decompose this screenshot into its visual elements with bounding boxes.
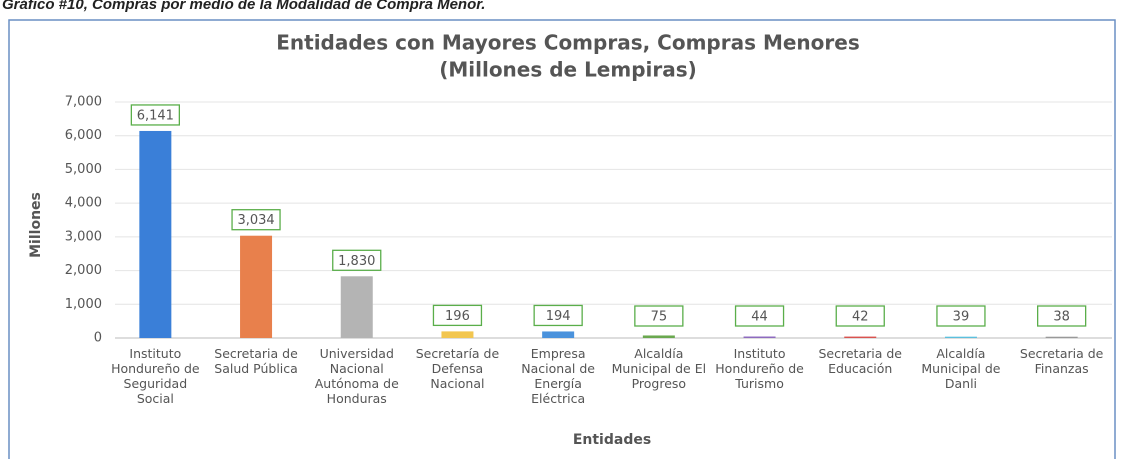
y-tick-label: 7,000 <box>65 95 102 110</box>
value-label-box <box>835 305 885 327</box>
value-label: 196 <box>445 309 470 324</box>
chart-subtitle: (Millones de Lempiras) <box>439 58 697 82</box>
value-label: 38 <box>1053 310 1070 325</box>
value-label-box <box>231 209 281 231</box>
value-label-box <box>734 305 785 327</box>
y-tick-label: 4,000 <box>65 196 102 211</box>
value-label: 6,141 <box>137 108 174 123</box>
bar <box>542 331 575 338</box>
y-tick-label: 5,000 <box>65 162 102 177</box>
x-tick-label: Secretaría de Defensa Nacional <box>415 346 500 391</box>
x-tick-label: Instituto Hondureño de Seguridad Social <box>111 346 200 406</box>
value-label: 44 <box>751 310 768 325</box>
value-label-box <box>1037 305 1087 327</box>
x-tick-label: Universidad Nacional Autónoma de Hondura… <box>314 346 399 406</box>
frame <box>8 19 1116 459</box>
value-label-box <box>130 104 181 126</box>
x-tick-label: Instituto Hondureño de Turismo <box>715 346 804 391</box>
value-label: 3,034 <box>237 213 274 228</box>
x-tick-label: Alcaldía Municipal de Danli <box>921 346 1001 391</box>
y-tick-label: 3,000 <box>65 229 102 244</box>
bar <box>743 336 776 338</box>
value-label-box <box>936 305 986 327</box>
y-tick-label: 6,000 <box>65 128 102 143</box>
value-label-box <box>634 305 684 327</box>
x-tick-label: Secretaria de Salud Pública <box>214 346 298 376</box>
value-label-box <box>533 304 583 327</box>
bar <box>844 336 877 338</box>
y-tick-label: 1,000 <box>65 297 102 312</box>
bar <box>1045 336 1078 338</box>
bar <box>240 235 273 338</box>
value-label: 194 <box>546 309 571 324</box>
value-label-box <box>332 249 382 271</box>
value-label: 39 <box>953 310 970 325</box>
value-label: 1,830 <box>338 254 375 269</box>
caption: Gráfico #10, Compras por medio de la Mod… <box>2 0 486 13</box>
x-axis-label: Entidades <box>573 432 651 448</box>
x-tick-label: Alcaldía Municipal de El Progreso <box>611 346 707 391</box>
chart-title: Entidades con Mayores Compras, Compras M… <box>276 31 860 55</box>
value-label: 42 <box>852 310 869 325</box>
x-tick-label: Empresa Nacional de Energía Eléctrica <box>521 346 595 406</box>
value-label-box <box>432 304 483 327</box>
bar <box>642 335 675 338</box>
bar <box>139 130 172 338</box>
bar <box>944 336 977 338</box>
bar <box>441 331 474 338</box>
y-axis-label: Millones <box>28 192 44 258</box>
y-tick-label: 2,000 <box>65 263 102 278</box>
y-tick-label: 0 <box>94 331 102 346</box>
x-tick-label: Secretaria de Finanzas <box>1019 346 1104 376</box>
bar <box>340 276 373 338</box>
x-tick-label: Secretaria de Educación <box>818 346 902 376</box>
value-label: 75 <box>651 310 668 325</box>
